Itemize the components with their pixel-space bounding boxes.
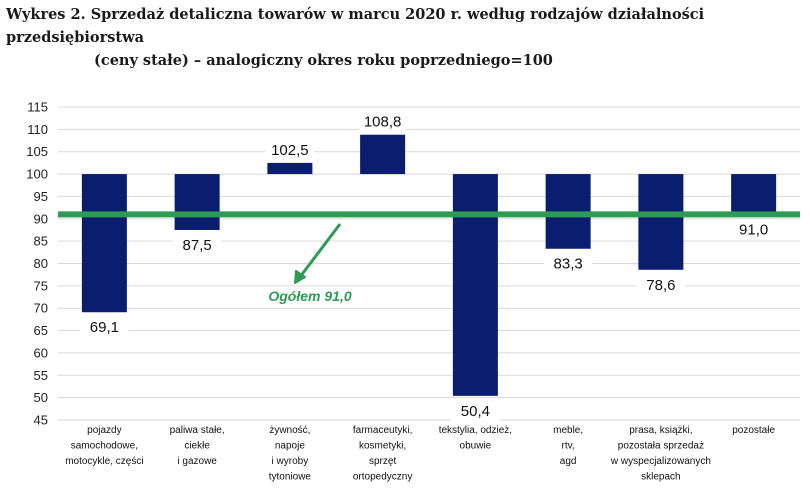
y-tick-label: 45 [34,413,48,428]
value-label: 78,6 [646,277,675,294]
y-tick-label: 110 [27,122,48,137]
y-tick-label: 55 [34,368,48,383]
reference-arrowhead [294,270,306,284]
category-label-line: i wyroby [272,456,309,467]
category-label-line: tytoniowe [269,472,312,483]
bars [81,134,777,396]
category-label-line: sklepach [641,472,680,483]
bar [452,174,498,396]
category-label-line: rtv, [562,441,575,452]
y-tick-label: 105 [26,144,48,159]
bar [731,174,777,215]
value-label: 108,8 [364,114,402,131]
value-label-bg [451,400,500,421]
category-label-line: samochodowe, [71,441,138,452]
category-label-line: pozostałe [732,425,775,436]
y-tick-label: 100 [26,167,48,182]
bar [638,174,684,270]
value-label: 102,5 [271,142,309,159]
category-label-line: ortopedyczny [353,472,412,483]
value-label-bg [636,274,685,295]
value-label-bg [265,139,314,160]
category-label: żywność, napoje i wyroby tytoniowe [269,425,312,483]
category-label-line: pozostała sprzedaż [618,441,704,452]
category-label-line: ciekłe [184,441,210,452]
category-label-line: obuwie [460,441,492,452]
value-label: 87,5 [183,237,212,254]
category-label-line: farmaceutyki, [353,425,412,436]
x-axis-categories: pojazdy samochodowe, motocykle, części pali… [65,425,775,483]
reference-arrow [298,223,342,278]
value-label: 91,0 [739,221,768,238]
value-labels: 69,1 87,5 102,5 108,8 50,4 83,3 78,6 91,0 [80,111,778,421]
y-tick-label: 60 [34,345,48,360]
y-tick-label: 85 [34,234,48,249]
category-label-line: agd [560,456,577,467]
chart-title-line1: Wykres 2. Sprzedaż detaliczna towarów w … [6,6,705,46]
y-tick-label: 95 [34,189,48,204]
category-label: prasa, książki, pozostała sprzedaż w wyspe… [610,425,711,483]
chart-title: Wykres 2. Sprzedaż detaliczna towarów w … [6,3,806,72]
y-tick-label: 65 [34,323,48,338]
y-tick-label: 90 [34,211,48,226]
reference-line-group: Ogółem 91,0 [58,211,800,304]
value-label-bg [358,111,407,132]
value-label: 50,4 [461,403,490,420]
category-label: pojazdy samochodowe, motocykle, części [65,425,143,467]
value-label-bg [729,219,778,240]
value-label-bg [80,317,129,338]
category-label-line: żywność, [269,425,310,436]
reference-label: Ogółem 91,0 [268,288,351,304]
category-label-line: sprzęt [369,456,396,467]
y-tick-label: 70 [34,301,48,316]
value-label-bg [544,253,593,274]
y-tick-label: 80 [34,256,48,271]
category-label-line: pojazdy [87,425,121,436]
value-label: 83,3 [554,256,583,273]
bar [360,134,406,175]
chart-title-line2: (ceny stałe) – analogiczny okres roku po… [94,52,553,69]
y-tick-label: 75 [34,278,48,293]
category-label-line: motocykle, części [65,456,143,467]
gridlines [58,106,800,421]
category-label-line: i gazowe [177,456,217,467]
y-axis: 45 50 55 60 65 70 75 80 85 90 95 100 105 110 115 [26,100,48,428]
category-label-line: paliwa stałe, [170,425,225,436]
value-label: 69,1 [90,319,119,336]
category-label-line: w wyspecjalizowanych [610,456,711,467]
bar [174,174,220,230]
y-tick-label: 50 [34,390,48,405]
category-label-line: kosmetyki, [359,441,406,452]
category-label: meble, rtv, agd [553,425,583,467]
category-label: pozostałe [732,425,775,436]
category-label-line: tekstylia, odzież, [439,425,512,436]
bar [81,174,127,313]
bar [267,162,313,175]
category-label: tekstylia, odzież, obuwie [439,425,512,452]
category-label-line: meble, [553,425,583,436]
category-label-line: napoje [275,441,305,452]
y-tick-label: 115 [27,100,48,115]
category-label: paliwa stałe, ciekłe i gazowe [170,425,225,467]
category-label-line: prasa, książki, [629,425,692,436]
value-label-bg [173,234,222,255]
category-label: farmaceutyki, kosmetyki, sprzęt ortopedyczn… [353,425,412,483]
